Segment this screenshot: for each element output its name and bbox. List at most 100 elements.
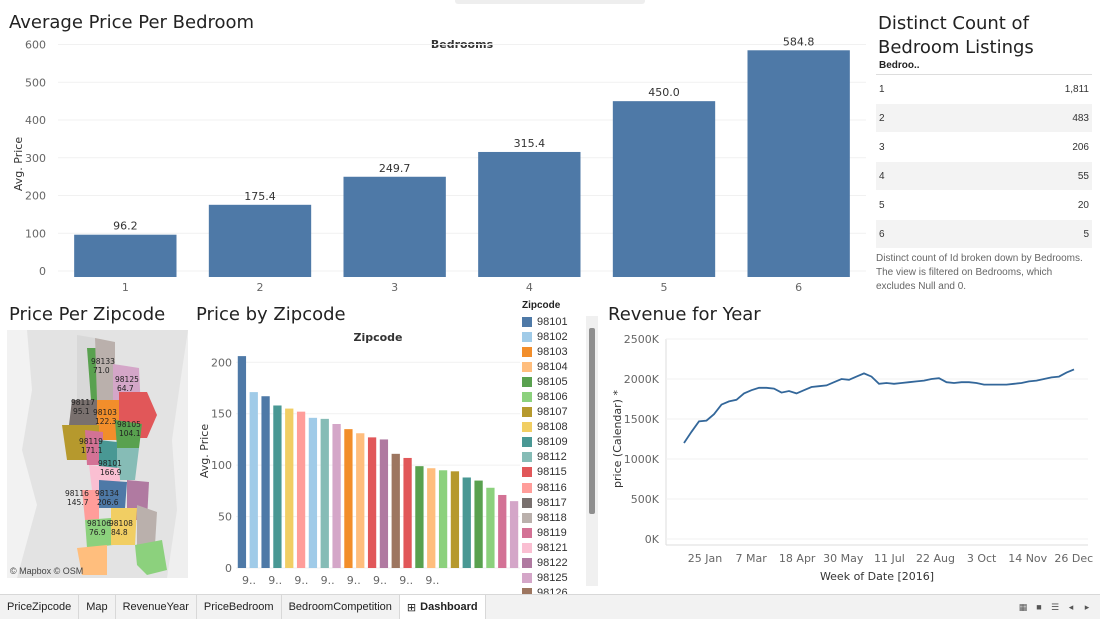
tab-pricezipcode[interactable]: PriceZipcode xyxy=(0,595,80,619)
bar-bedroom-6[interactable] xyxy=(747,50,850,278)
zip-bar[interactable] xyxy=(403,457,412,568)
dashboard-icon: ⊞ xyxy=(406,601,417,614)
grid-view-icon[interactable]: ▦ xyxy=(1018,602,1028,612)
zip-bar[interactable] xyxy=(415,466,424,568)
zip-bar[interactable] xyxy=(296,411,306,568)
map-region-98117[interactable] xyxy=(69,400,97,425)
zip-bar[interactable] xyxy=(498,494,507,568)
legend-item[interactable]: 98116 xyxy=(522,480,582,495)
y-tick-label: 500 xyxy=(25,76,46,89)
zipcode-legend[interactable]: Zipcode 98101 98102 98103 98104 98105 98106 98… xyxy=(522,300,582,601)
legend-scrollbar-thumb[interactable] xyxy=(589,328,595,514)
map-region-98178[interactable] xyxy=(135,540,167,575)
tab-dashboard[interactable]: ⊞ Dashboard xyxy=(399,595,486,619)
revenue-line-chart[interactable]: 0K 500K 1000K 1500K 2000K 2500K price (Calenda… xyxy=(604,326,1094,588)
map-region-98134[interactable] xyxy=(99,480,127,508)
table-row[interactable]: 1 1,811 xyxy=(876,75,1092,104)
legend-item[interactable]: 98117 xyxy=(522,495,582,510)
legend-item[interactable]: 98115 xyxy=(522,465,582,480)
zip-bar[interactable] xyxy=(356,433,365,568)
table-row[interactable]: 2 483 xyxy=(876,104,1092,133)
top-toolbar-tab[interactable] xyxy=(455,0,645,4)
table-row[interactable]: 3 206 xyxy=(876,133,1092,162)
legend-item[interactable]: 98112 xyxy=(522,450,582,465)
bar-bedroom-1[interactable] xyxy=(74,234,177,277)
tab-map[interactable]: Map xyxy=(79,595,116,619)
tab-bedroomcompetition[interactable]: BedroomCompetition xyxy=(282,595,400,619)
legend-item[interactable]: 98125 xyxy=(522,571,582,586)
legend-item[interactable]: 98107 xyxy=(522,405,582,420)
map-region-98119[interactable] xyxy=(85,430,103,465)
map-region-98126[interactable] xyxy=(77,545,107,575)
zip-bar[interactable] xyxy=(486,487,495,568)
legend-item[interactable]: 98102 xyxy=(522,329,582,344)
zip-bar[interactable] xyxy=(474,480,483,568)
legend-item[interactable]: 98119 xyxy=(522,525,582,540)
zip-bar[interactable] xyxy=(249,392,258,568)
zip-bar-chart[interactable]: Zipcode 0 50 100 150 200 Avg. Price 9.. 9.. 9.. 9.… xyxy=(192,326,522,592)
bar-bedroom-5[interactable] xyxy=(612,101,716,278)
zip-bar[interactable] xyxy=(391,453,400,568)
next-icon[interactable]: ▸ xyxy=(1084,602,1090,612)
map-region-98133[interactable] xyxy=(95,338,115,400)
zip-bar[interactable] xyxy=(237,356,247,568)
bar-bedroom-3[interactable] xyxy=(343,176,446,277)
zip-bar[interactable] xyxy=(379,439,389,568)
zip-bar[interactable] xyxy=(344,429,353,568)
map-region-98109[interactable] xyxy=(99,440,117,468)
legend-item[interactable]: 98106 xyxy=(522,389,582,404)
revenue-line[interactable] xyxy=(683,368,1075,444)
x-tick-label: 26 Dec xyxy=(1054,552,1093,565)
legend-item[interactable]: 98104 xyxy=(522,359,582,374)
zip-bar[interactable] xyxy=(332,424,341,568)
zip-bar[interactable] xyxy=(273,405,282,568)
legend-item[interactable]: 98105 xyxy=(522,374,582,389)
zip-bar[interactable] xyxy=(261,396,270,568)
map-region-98105[interactable] xyxy=(115,420,142,448)
map-region-98116[interactable] xyxy=(82,490,99,520)
map-region-98103[interactable] xyxy=(97,400,119,440)
map-region-98112[interactable] xyxy=(117,448,139,480)
map-region-98108[interactable] xyxy=(111,508,137,545)
legend-item[interactable]: 98109 xyxy=(522,435,582,450)
zip-bar[interactable] xyxy=(367,437,377,568)
bar-bedroom-4[interactable] xyxy=(478,151,581,277)
map-credit[interactable]: © Mapbox © OSM xyxy=(10,566,84,576)
bar-value-label: 175.4 xyxy=(244,190,276,203)
bar-bedroom-2[interactable] xyxy=(208,204,312,277)
zip-bar[interactable] xyxy=(427,468,436,568)
list-view-icon[interactable]: ☰ xyxy=(1050,602,1060,612)
zip-bar[interactable] xyxy=(438,470,448,568)
map-value-label: 71.0 xyxy=(93,366,110,375)
table-row[interactable]: 5 20 xyxy=(876,191,1092,220)
zip-bar[interactable] xyxy=(509,501,519,568)
prev-icon[interactable]: ◂ xyxy=(1068,602,1074,612)
x-tick-label: 9.. xyxy=(425,574,439,587)
map-region-98106[interactable] xyxy=(85,518,113,548)
table-row[interactable]: 4 55 xyxy=(876,162,1092,191)
legend-scrollbar[interactable] xyxy=(586,316,598,586)
legend-item[interactable]: 98101 xyxy=(522,314,582,329)
zip-bar[interactable] xyxy=(450,471,460,568)
table-header-bedrooms[interactable]: Bedroo.. xyxy=(876,60,1092,75)
legend-item[interactable]: 98122 xyxy=(522,556,582,571)
distinct-count-title-line1: Distinct Count of xyxy=(878,13,1029,34)
zip-bar[interactable] xyxy=(462,477,471,568)
zip-bar[interactable] xyxy=(320,418,329,568)
zip-bar[interactable] xyxy=(285,408,294,568)
zip-bar[interactable] xyxy=(308,417,318,568)
legend-item[interactable]: 98103 xyxy=(522,344,582,359)
distinct-count-table[interactable]: Bedroo.. 1 1,811 2 483 3 206 4 55 5 20 6 5 xyxy=(876,60,1092,249)
legend-item[interactable]: 98108 xyxy=(522,420,582,435)
tab-revenueyear[interactable]: RevenueYear xyxy=(116,595,197,619)
legend-label: 98118 xyxy=(537,511,567,524)
legend-item[interactable]: 98118 xyxy=(522,510,582,525)
stop-icon[interactable]: ■ xyxy=(1036,602,1042,612)
legend-item[interactable]: 98121 xyxy=(522,540,582,555)
tab-pricebedroom[interactable]: PriceBedroom xyxy=(197,595,282,619)
map-region-98118[interactable] xyxy=(137,505,157,548)
zipcode-map[interactable]: 98133 71.0 98125 64.7 98117 95.1 98103 122.3 981… xyxy=(7,330,188,578)
